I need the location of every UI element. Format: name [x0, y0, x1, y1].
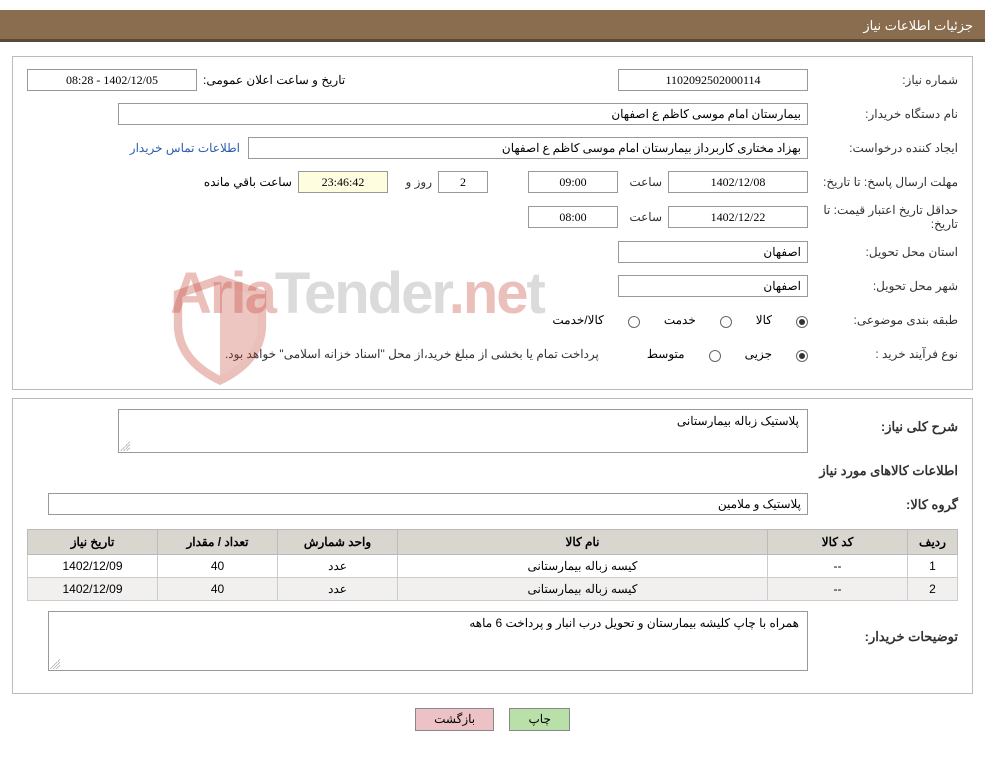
deadline-date-field: 1402/12/08 [668, 171, 808, 193]
table-cell: -- [768, 578, 908, 601]
process-label: نوع فرآیند خرید : [808, 347, 958, 361]
days-label: روز و [388, 175, 438, 189]
table-header-cell: تعداد / مقدار [158, 530, 278, 555]
main-info-panel: شماره نیاز: 1102092502000114 تاریخ و ساع… [12, 56, 973, 390]
payment-note: پرداخت تمام یا بخشی از مبلغ خرید،از محل … [225, 347, 599, 361]
announce-label: تاریخ و ساعت اعلان عمومی: [197, 73, 367, 87]
detail-panel: شرح کلی نیاز: پلاستیک زباله بیمارستانی ا… [12, 398, 973, 694]
deadline-time-field: 09:00 [528, 171, 618, 193]
radio-minor-label: جزیی [745, 347, 772, 361]
table-cell: 1402/12/09 [28, 555, 158, 578]
back-button[interactable]: بازگشت [415, 708, 494, 731]
city-label: شهر محل تحویل: [808, 279, 958, 293]
process-radio-group: جزیی متوسط [629, 347, 808, 361]
table-cell: کیسه زباله بیمارستانی [398, 555, 768, 578]
table-row: 1--کیسه زباله بیمارستانیعدد401402/12/09 [28, 555, 958, 578]
table-row: 2--کیسه زباله بیمارستانیعدد401402/12/09 [28, 578, 958, 601]
deadline-label: مهلت ارسال پاسخ: تا تاریخ: [808, 175, 958, 189]
buyer-note-label: توضیحات خریدار: [808, 629, 958, 645]
validity-time-field: 08:00 [528, 206, 618, 228]
category-label: طبقه بندی موضوعی: [808, 313, 958, 327]
radio-goods[interactable] [796, 316, 808, 328]
province-field: اصفهان [618, 241, 808, 263]
radio-both[interactable] [628, 316, 640, 328]
buyer-label: نام دستگاه خریدار: [808, 107, 958, 121]
city-field: اصفهان [618, 275, 808, 297]
desc-textarea[interactable]: پلاستیک زباله بیمارستانی [118, 409, 808, 453]
resize-handle-icon[interactable] [120, 441, 130, 451]
category-radio-group: کالا خدمت کالا/خدمت [534, 313, 808, 327]
requester-field: بهزاد مختاری کاربرداز بیمارستان امام موس… [248, 137, 808, 159]
buyer-note-textarea[interactable]: همراه با چاپ کلیشه بیمارستان و تحویل درب… [48, 611, 808, 671]
province-label: استان محل تحویل: [808, 245, 958, 259]
button-row: چاپ بازگشت [0, 708, 985, 731]
print-button[interactable]: چاپ [509, 708, 569, 731]
items-table: ردیفکد کالانام کالاواحد شمارشتعداد / مقد… [27, 529, 958, 601]
group-label: گروه کالا: [808, 497, 958, 513]
need-number-label: شماره نیاز: [808, 73, 958, 87]
radio-service[interactable] [720, 316, 732, 328]
desc-value: پلاستیک زباله بیمارستانی [677, 414, 799, 428]
table-cell: 2 [908, 578, 958, 601]
radio-goods-label: کالا [756, 313, 772, 327]
table-cell: عدد [278, 555, 398, 578]
time-label-1: ساعت [618, 175, 668, 189]
time-label-2: ساعت [618, 210, 668, 224]
radio-minor[interactable] [796, 350, 808, 362]
table-cell: 40 [158, 555, 278, 578]
validity-label: حداقل تاریخ اعتبار قیمت: تا تاریخ: [808, 203, 958, 231]
buyer-note-value: همراه با چاپ کلیشه بیمارستان و تحویل درب… [469, 616, 799, 630]
buyer-field: بیمارستان امام موسی کاظم ع اصفهان [118, 103, 808, 125]
table-header-cell: واحد شمارش [278, 530, 398, 555]
radio-service-label: خدمت [664, 313, 696, 327]
announce-value: 1402/12/05 - 08:28 [27, 69, 197, 91]
table-header-cell: تاریخ نیاز [28, 530, 158, 555]
desc-label: شرح کلی نیاز: [808, 419, 958, 435]
radio-medium-label: متوسط [647, 347, 685, 361]
table-cell: کیسه زباله بیمارستانی [398, 578, 768, 601]
table-header-cell: ردیف [908, 530, 958, 555]
requester-label: ایجاد کننده درخواست: [808, 141, 958, 155]
table-header-cell: نام کالا [398, 530, 768, 555]
table-header-cell: کد کالا [768, 530, 908, 555]
panel-header: جزئیات اطلاعات نیاز [0, 10, 985, 42]
table-cell: 1402/12/09 [28, 578, 158, 601]
radio-medium[interactable] [709, 350, 721, 362]
remaining-label: ساعت باقي مانده [198, 175, 298, 189]
table-cell: عدد [278, 578, 398, 601]
validity-date-field: 1402/12/22 [668, 206, 808, 228]
days-field: 2 [438, 171, 488, 193]
resize-handle-icon[interactable] [50, 659, 60, 669]
contact-link[interactable]: اطلاعات تماس خریدار [130, 141, 240, 155]
table-cell: -- [768, 555, 908, 578]
countdown-field: 23:46:42 [298, 171, 388, 193]
table-cell: 40 [158, 578, 278, 601]
group-field: پلاستیک و ملامین [48, 493, 808, 515]
items-heading: اطلاعات کالاهای مورد نیاز [27, 463, 958, 479]
table-cell: 1 [908, 555, 958, 578]
radio-both-label: کالا/خدمت [552, 313, 603, 327]
need-number-field: 1102092502000114 [618, 69, 808, 91]
